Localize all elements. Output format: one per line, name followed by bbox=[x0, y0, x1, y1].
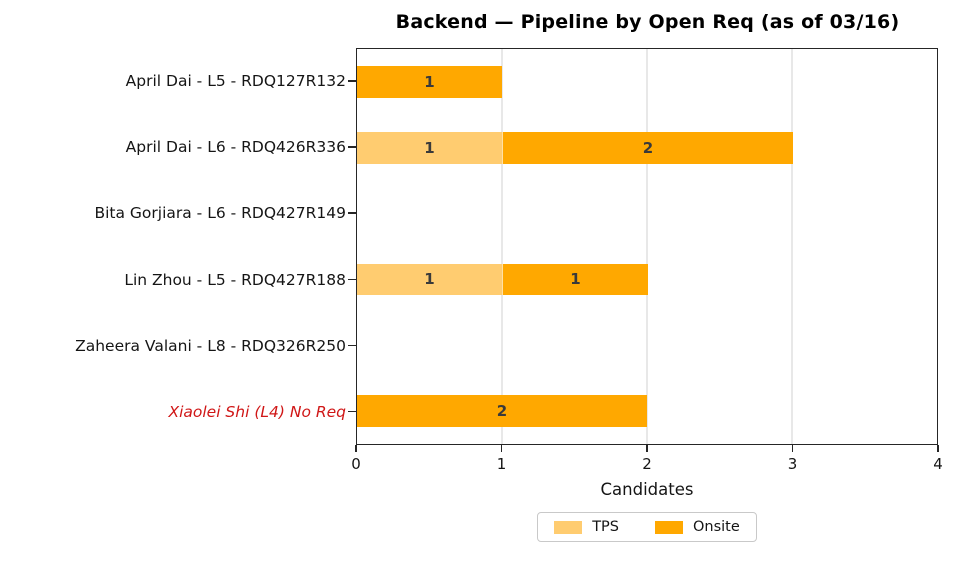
bar-value-label: 1 bbox=[424, 72, 435, 91]
chart-title: Backend — Pipeline by Open Req (as of 03… bbox=[395, 11, 900, 33]
legend-label: Onsite bbox=[693, 519, 740, 535]
legend-box: TPS Onsite bbox=[537, 512, 757, 542]
y-tick bbox=[348, 410, 356, 413]
bar-row bbox=[357, 312, 937, 378]
bar-row: 1 bbox=[357, 49, 937, 115]
bar-row bbox=[357, 181, 937, 247]
x-tick-label: 0 bbox=[351, 455, 361, 473]
legend-item-tps: TPS bbox=[554, 519, 619, 535]
gridline bbox=[646, 49, 648, 444]
y-tick bbox=[348, 344, 356, 347]
x-tick bbox=[937, 445, 939, 452]
x-axis-title: Candidates bbox=[600, 480, 694, 499]
bar-segment-tps: 1 bbox=[357, 263, 502, 296]
y-axis-label: Lin Zhou - L5 - RDQ427R188 bbox=[124, 270, 346, 289]
gridline bbox=[791, 49, 793, 444]
y-axis-label: Xiaolei Shi (L4) No Req bbox=[168, 402, 346, 421]
y-axis-label: Bita Gorjiara - L6 - RDQ427R149 bbox=[94, 204, 346, 223]
x-tick bbox=[646, 445, 648, 452]
bar-value-label: 1 bbox=[424, 138, 435, 157]
bar-segment-onsite: 2 bbox=[502, 131, 793, 164]
bar-value-label: 1 bbox=[424, 270, 435, 289]
x-tick-label: 1 bbox=[496, 455, 507, 473]
bar-segment-onsite: 1 bbox=[502, 263, 648, 296]
y-tick bbox=[348, 278, 356, 281]
legend-label: TPS bbox=[592, 519, 619, 535]
x-tick-label: 2 bbox=[642, 455, 652, 473]
bar-value-label: 2 bbox=[642, 138, 654, 157]
x-tick bbox=[500, 445, 502, 452]
bar-segment-onsite: 1 bbox=[357, 66, 502, 98]
bar-value-label: 1 bbox=[570, 270, 581, 289]
x-tick-label: 4 bbox=[933, 455, 943, 473]
legend-swatch-tps bbox=[554, 520, 583, 534]
x-tick bbox=[355, 445, 357, 452]
y-tick bbox=[348, 80, 356, 82]
bar-row: 2 bbox=[357, 378, 937, 444]
y-axis-label: April Dai - L6 - RDQ426R336 bbox=[125, 138, 346, 157]
x-tick bbox=[791, 445, 793, 452]
bar-value-label: 2 bbox=[496, 402, 508, 421]
legend-swatch-onsite bbox=[655, 520, 683, 534]
gridline bbox=[501, 49, 503, 444]
y-axis-label: Zaheera Valani - L8 - RDQ326R250 bbox=[75, 336, 346, 355]
bar-segment-tps: 1 bbox=[357, 131, 502, 164]
bar-segment-onsite: 2 bbox=[357, 395, 647, 427]
legend-item-onsite: Onsite bbox=[655, 519, 740, 535]
x-tick-label: 3 bbox=[787, 455, 798, 473]
y-axis-label: April Dai - L5 - RDQ127R132 bbox=[125, 72, 346, 91]
y-tick bbox=[348, 146, 356, 148]
legend: TPS Onsite bbox=[356, 512, 938, 542]
y-tick bbox=[348, 212, 356, 214]
